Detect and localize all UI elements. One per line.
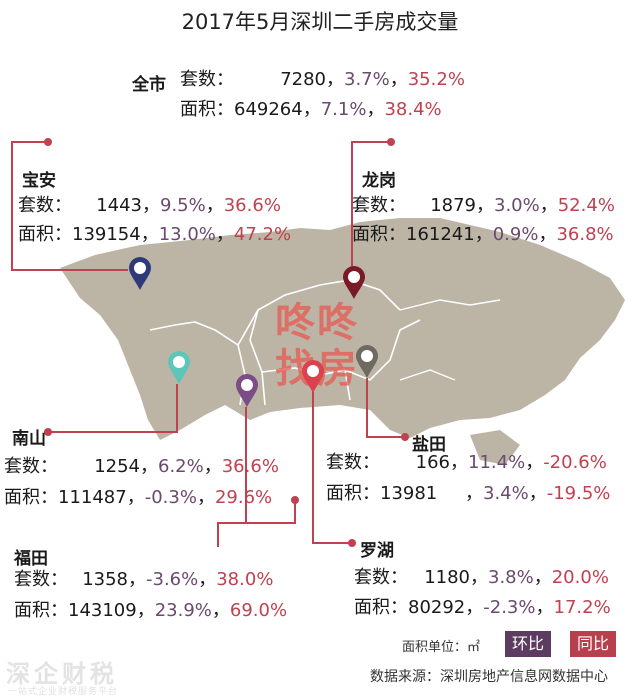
nanshan-sets-yoy: 36.6%	[221, 456, 279, 477]
longgang-area-yoy: 36.8%	[556, 224, 614, 245]
luohu-sets-value: 1180	[424, 567, 470, 588]
luohu-sets-yoy: 20.0%	[551, 567, 609, 588]
futian-sets-yoy: 38.0%	[216, 569, 274, 590]
city-sets-yoy: 35.2%	[407, 69, 465, 90]
data-source: 数据来源：深圳房地产信息网数据中心	[370, 669, 608, 685]
baoan-area-value: 139154	[72, 224, 141, 245]
futian-name: 福田	[14, 549, 48, 569]
luohu-area-yoy: 17.2%	[553, 597, 611, 618]
yantian-area-mom: 3.4%	[483, 483, 529, 504]
city-area-value: 649264	[234, 99, 303, 120]
city-area-yoy: 38.4%	[384, 99, 442, 120]
corner-watermark-logo: 深企财税	[6, 660, 118, 688]
city-area-mom: 7.1%	[320, 99, 367, 120]
watermark-line-1: 咚咚	[275, 300, 359, 346]
baoan-sets-yoy: 36.6%	[223, 195, 281, 216]
longgang-area-row: 面积：161241，0.9%，36.8%	[352, 224, 614, 245]
longgang-sets-value: 1879	[430, 195, 476, 216]
nanshan-sets-row: 套数： 1254，6.2%，36.6%	[4, 456, 279, 477]
luohu-map-pin-icon	[302, 360, 324, 393]
shenzhen-land	[60, 218, 625, 440]
futian-area-value: 143109	[68, 600, 137, 621]
futian-sets-mom: -3.6%	[146, 569, 199, 590]
city-area-row: 面积：649264，7.1%，38.4%	[180, 99, 442, 120]
nanshan-map-pin-icon	[168, 351, 190, 384]
nanshan-sets-value: 1254	[94, 456, 140, 477]
nanshan-sets-mom: 6.2%	[158, 456, 204, 477]
futian-area-row: 面积：143109，23.9%，69.0%	[14, 600, 288, 621]
futian-sets-row: 套数： 1358，-3.6%，38.0%	[14, 569, 274, 590]
baoan-map-pin-icon	[129, 257, 151, 290]
city-sets-mom: 3.7%	[344, 69, 390, 90]
city-sets-row: 套数： 7280，3.7%，35.2%	[180, 69, 465, 90]
longgang-leader	[351, 141, 391, 275]
city-name: 全市	[132, 75, 166, 95]
yantian-sets-row: 套数： 166，11.4%，-20.6%	[326, 452, 607, 473]
longgang-map-pin-icon	[343, 266, 365, 299]
yantian-area-yoy: -19.5%	[546, 483, 611, 504]
futian-map-pin-icon	[236, 374, 258, 407]
yantian-sets-mom: 11.4%	[468, 452, 526, 473]
baoan-area-mom: 13.0%	[158, 224, 216, 245]
luohu-area-row: 面积：80292，-2.3%，17.2%	[354, 597, 611, 618]
nanshan-leader	[48, 384, 178, 433]
longgang-area-value: 161241	[406, 224, 475, 245]
area-unit-label: 面积单位：㎡	[402, 640, 481, 655]
baoan-sets-value: 1443	[96, 195, 142, 216]
futian-leader-h	[218, 500, 296, 524]
city-area-label: 面积：	[180, 99, 234, 120]
nanshan-name: 南山	[12, 429, 46, 449]
legend-mom: 环比	[505, 631, 552, 657]
baoan-name: 宝安	[22, 171, 56, 191]
longgang-sets-yoy: 52.4%	[557, 195, 615, 216]
yantian-area-value: 13981	[380, 483, 438, 504]
longgang-sets-mom: 3.0%	[494, 195, 540, 216]
longgang-sets-row: 套数： 1879，3.0%，52.4%	[352, 195, 615, 216]
futian-area-mom: 23.9%	[154, 600, 212, 621]
city-sets-value: 7280	[280, 69, 326, 90]
luohu-sets-mom: 3.8%	[488, 567, 534, 588]
luohu-area-mom: -2.3%	[483, 597, 536, 618]
luohu-name: 罗湖	[360, 541, 394, 561]
legend-yoy: 同比	[570, 631, 617, 657]
nanshan-area-mom: -0.3%	[144, 487, 197, 508]
nanshan-area-yoy: 29.6%	[214, 487, 273, 508]
baoan-sets-mom: 9.5%	[160, 195, 206, 216]
yantian-sets-value: 166	[415, 452, 450, 473]
city-sets-label: 套数：	[180, 69, 234, 90]
yantian-name: 盐田	[412, 435, 446, 455]
futian-sets-value: 1358	[82, 569, 128, 590]
nanshan-area-value: 111487	[58, 487, 127, 508]
baoan-area-row: 面积：139154，13.0%，47.2%	[18, 224, 292, 245]
yantian-sets-yoy: -20.6%	[543, 452, 607, 473]
page-title: 2017年5月深圳二手房成交量	[181, 10, 459, 34]
luohu-area-value: 80292	[408, 597, 466, 618]
yantian-area-row: 面积：13981 ，3.4%，-19.5%	[326, 483, 611, 504]
longgang-name: 龙岗	[362, 171, 396, 191]
baoan-sets-row: 套数： 1443，9.5%，36.6%	[18, 195, 281, 216]
yantian-map-pin-icon	[356, 345, 378, 378]
luohu-sets-row: 套数： 1180，3.8%，20.0%	[354, 567, 609, 588]
futian-area-yoy: 69.0%	[229, 600, 288, 621]
yantian-leader	[366, 378, 405, 438]
nanshan-area-row: 面积：111487，-0.3%，29.6%	[4, 487, 273, 508]
baoan-area-yoy: 47.2%	[233, 224, 292, 245]
center-watermark: 咚咚 找房	[262, 300, 372, 392]
corner-watermark-tagline: 一站式企业财税服务平台	[8, 687, 119, 697]
baoan-leader	[11, 141, 128, 271]
longgang-area-mom: 0.9%	[492, 224, 539, 245]
luohu-leader	[312, 385, 352, 544]
